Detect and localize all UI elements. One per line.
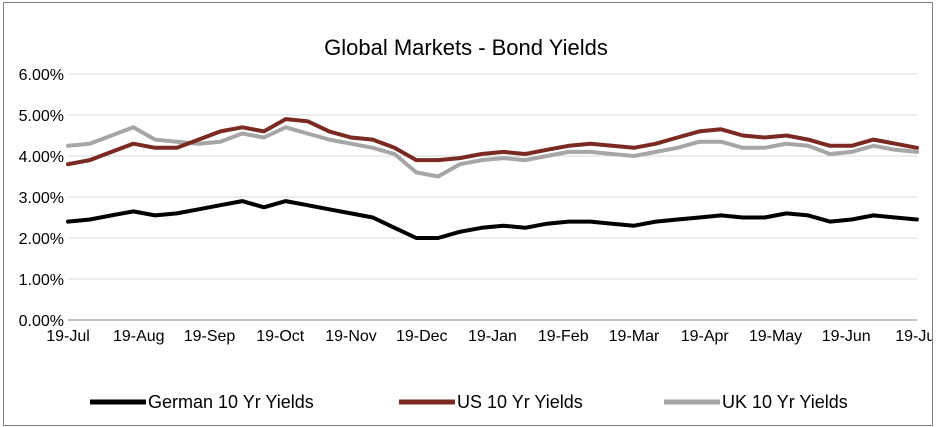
- legend-label: UK 10 Yr Yields: [722, 392, 848, 412]
- x-tick-label: 19-Dec: [396, 328, 448, 345]
- legend-label: US 10 Yr Yields: [457, 392, 583, 412]
- y-tick-label: 6.00%: [19, 67, 64, 84]
- x-tick-label: 19-Jun: [822, 328, 871, 345]
- legend: German 10 Yr Yields US 10 Yr Yields UK 10 …: [90, 392, 848, 412]
- y-tick-label: 2.00%: [19, 231, 64, 248]
- y-tick-label: 1.00%: [19, 272, 64, 289]
- x-tick-label: 19-Aug: [113, 328, 165, 345]
- y-tick-label: 5.00%: [19, 108, 64, 125]
- y-tick-label: 4.00%: [19, 149, 64, 166]
- x-tick-label: 19-Mar: [609, 328, 660, 345]
- y-axis-ticks: 0.00% 1.00% 2.00% 3.00% 4.00% 5.00% 6.00%: [19, 67, 64, 330]
- y-tick-label: 3.00%: [19, 190, 64, 207]
- chart-svg: Global Markets - Bond Yields 0.00% 1.00% 2…: [19, 35, 932, 412]
- x-tick-label: 19-Nov: [325, 328, 377, 345]
- x-tick-label: 19-Jan: [468, 328, 517, 345]
- series-line-1: [66, 117, 919, 167]
- x-tick-label: 19-Sep: [184, 328, 236, 345]
- x-tick-label: 19-Oct: [256, 328, 305, 345]
- chart-frame: Global Markets - Bond Yields 0.00% 1.00% 2…: [3, 2, 933, 426]
- x-axis-ticks: 19-Jul 19-Aug 19-Sep 19-Oct 19-Nov 19-Dec 19-J…: [46, 328, 932, 345]
- x-tick-label: 19-Jul: [46, 328, 90, 345]
- gridlines: [68, 73, 917, 321]
- y-tick-label: 0.00%: [19, 313, 64, 330]
- legend-label: German 10 Yr Yields: [148, 392, 314, 412]
- x-tick-label: 19-Feb: [538, 328, 589, 345]
- series-lines: [66, 117, 919, 240]
- x-tick-label: 19-May: [749, 328, 802, 345]
- chart-title: Global Markets - Bond Yields: [324, 35, 608, 60]
- x-tick-label: 19-Apr: [681, 328, 730, 345]
- series-line-2: [66, 125, 919, 179]
- x-tick-label: 19-Jul: [895, 328, 932, 345]
- series-line-0: [66, 199, 919, 240]
